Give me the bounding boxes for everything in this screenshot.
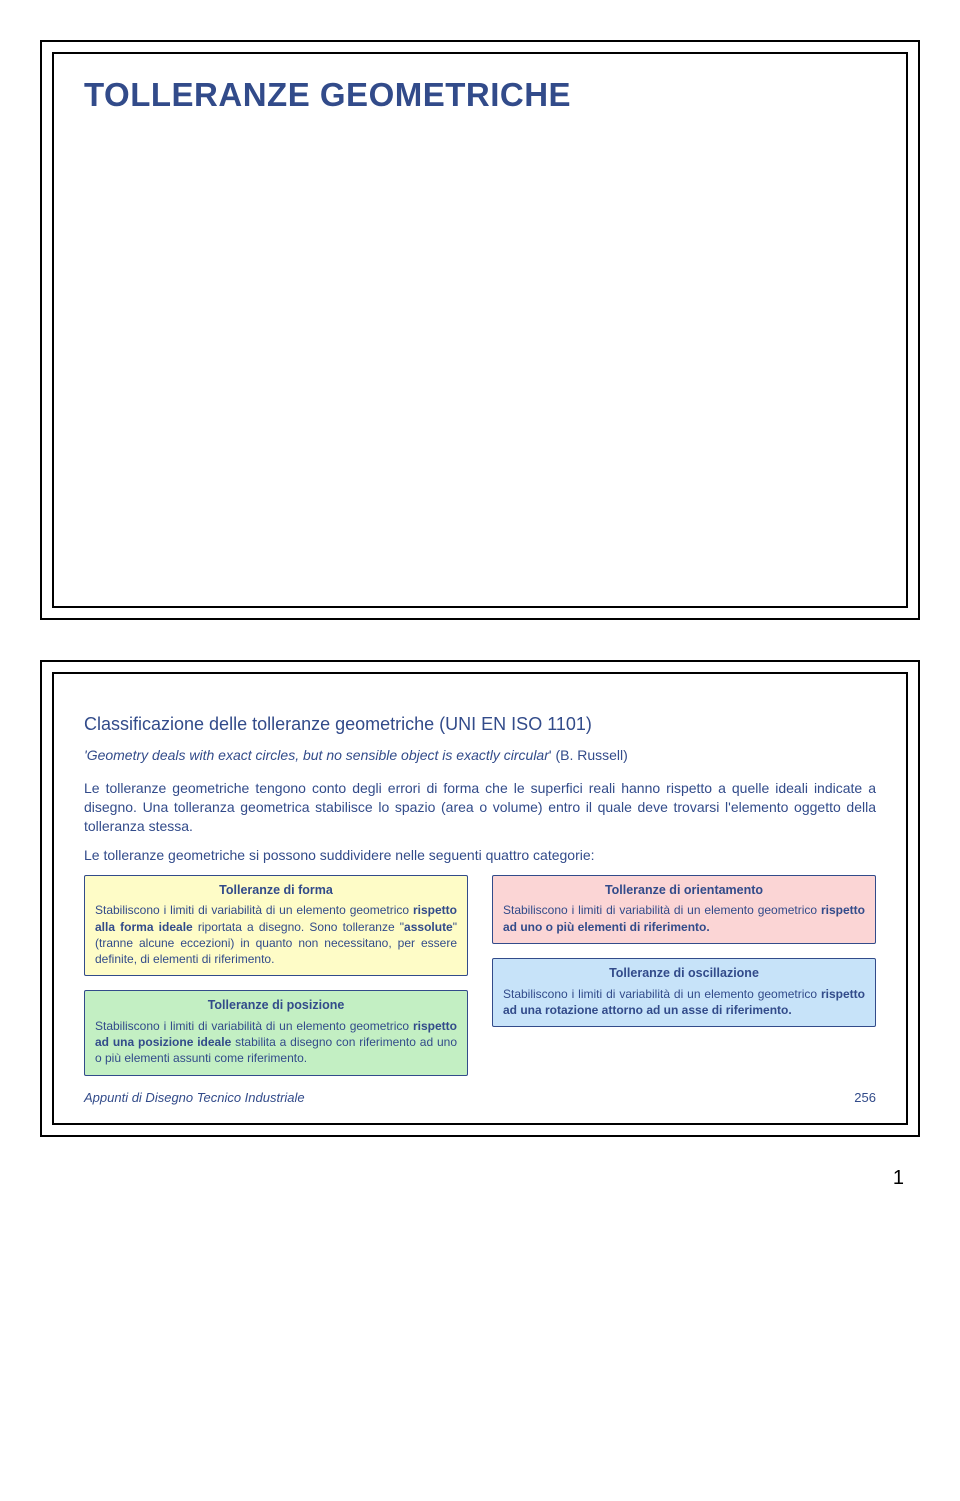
box-posizione-title: Tolleranze di posizione [95,997,457,1014]
slide-1-inner: TOLLERANZE GEOMETRICHE [52,52,908,608]
box-forma: Tolleranze di forma Stabiliscono i limit… [84,875,468,977]
slide-2-subtitle: Classificazione delle tolleranze geometr… [84,714,876,735]
page-number: 1 [0,1167,904,1190]
quote-text: Geometry deals with exact circles, but n… [87,747,549,763]
category-boxes: Tolleranze di forma Stabiliscono i limit… [84,875,876,1076]
box-oscillazione-title: Tolleranze di oscillazione [503,965,865,982]
slide-1: TOLLERANZE GEOMETRICHE [40,40,920,620]
left-column: Tolleranze di forma Stabiliscono i limit… [84,875,468,1076]
slide-2-footer: Appunti di Disegno Tecnico Industriale 2… [84,1090,876,1105]
slide-1-title: TOLLERANZE GEOMETRICHE [84,76,876,114]
slide-2-para1: Le tolleranze geometriche tengono conto … [84,779,876,836]
footer-text: Appunti di Disegno Tecnico Industriale [84,1090,305,1105]
box-forma-mid1: riportata a disegno. Sono tolleranze " [193,920,404,934]
box-posizione: Tolleranze di posizione Stabiliscono i l… [84,990,468,1075]
right-column: Tolleranze di orientamento Stabiliscono … [492,875,876,1076]
box-oscillazione-pre: Stabiliscono i limiti di variabilità di … [503,987,821,1001]
slide-2: Classificazione delle tolleranze geometr… [40,660,920,1137]
slide-2-quote: 'Geometry deals with exact circles, but … [84,747,876,763]
slide-2-inner: Classificazione delle tolleranze geometr… [52,672,908,1125]
box-forma-b2: assolute [404,920,453,934]
footer-page: 256 [854,1090,876,1105]
box-posizione-pre: Stabiliscono i limiti di variabilità di … [95,1019,413,1033]
box-orientamento-title: Tolleranze di orientamento [503,882,865,899]
box-forma-title: Tolleranze di forma [95,882,457,899]
box-orientamento: Tolleranze di orientamento Stabiliscono … [492,875,876,944]
box-oscillazione: Tolleranze di oscillazione Stabiliscono … [492,958,876,1027]
slide-2-para2: Le tolleranze geometriche si possono sud… [84,846,876,865]
box-orientamento-pre: Stabiliscono i limiti di variabilità di … [503,903,821,917]
box-forma-pre: Stabiliscono i limiti di variabilità di … [95,903,413,917]
quote-suffix: ' (B. Russell) [549,747,628,763]
